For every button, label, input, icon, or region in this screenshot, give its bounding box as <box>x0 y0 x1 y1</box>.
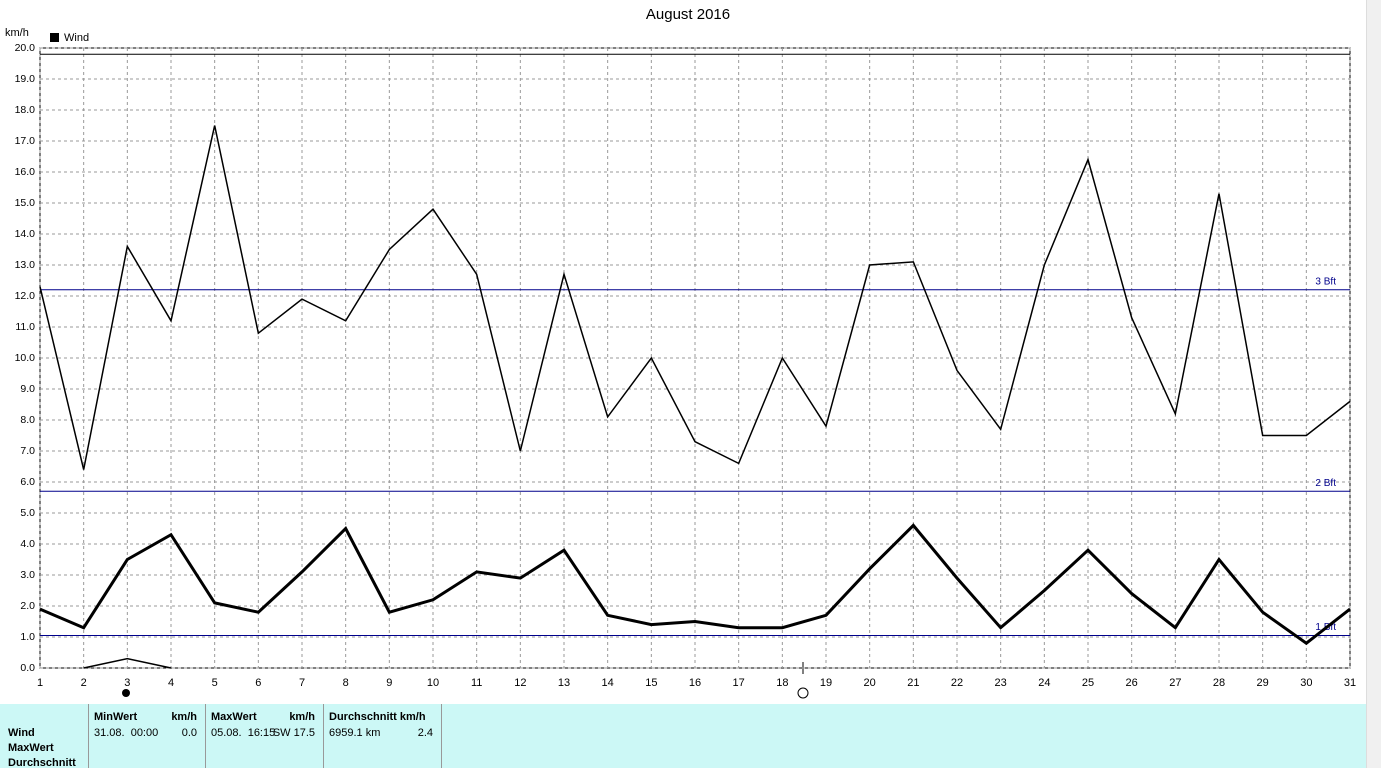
x-tick-label: 24 <box>1038 677 1050 689</box>
reference-label: 2 Bft <box>1315 478 1336 489</box>
x-tick-label: 23 <box>995 677 1007 689</box>
y-tick-label: 15.0 <box>15 197 36 209</box>
x-tick-label: 4 <box>168 677 174 689</box>
y-tick-label: 5.0 <box>20 507 35 519</box>
y-tick-label: 0.0 <box>20 662 35 674</box>
chart: August 2016 km/h Wind 0.0 1.0 2.0 3.0 4.0 5.0… <box>5 6 1356 699</box>
column-unit: km/h <box>171 711 197 723</box>
series-line <box>83 657 172 669</box>
y-tick-label: 3.0 <box>20 569 35 581</box>
column-header: MaxWert <box>211 711 257 723</box>
row-label: Durchschnitt <box>8 757 76 769</box>
row-label: Wind <box>8 727 35 739</box>
series-line <box>39 125 1351 470</box>
x-tick-label: 31 <box>1344 677 1356 689</box>
y-tick-label: 19.0 <box>15 73 36 85</box>
column-divider <box>441 704 442 768</box>
x-tick-label: 17 <box>733 677 745 689</box>
x-tick-label: 29 <box>1257 677 1269 689</box>
y-tick-label: 6.0 <box>20 476 35 488</box>
x-tick-label: 7 <box>299 677 305 689</box>
x-tick-label: 14 <box>602 677 614 689</box>
x-tick-label: 6 <box>255 677 261 689</box>
y-axis-label: km/h <box>5 27 29 39</box>
y-tick-label: 14.0 <box>15 228 36 240</box>
x-tick-label: 16 <box>689 677 701 689</box>
y-tick-label: 9.0 <box>20 383 35 395</box>
x-tick-label: 1 <box>37 677 43 689</box>
cell-value: 0.0 <box>181 727 197 739</box>
cell-date: 6959.1 km <box>329 727 381 739</box>
x-tick-label: 26 <box>1126 677 1138 689</box>
x-tick-label: 3 <box>124 677 130 689</box>
y-tick-label: 7.0 <box>20 445 35 457</box>
stats-table: Wind MaxWert Durchschnitt MinWert km/h 31.08.… <box>0 704 1366 769</box>
column-header: Durchschnitt km/h <box>329 711 426 723</box>
y-tick-label: 8.0 <box>20 414 35 426</box>
x-tick-label: 25 <box>1082 677 1094 689</box>
y-tick-label: 18.0 <box>15 104 36 116</box>
legend-swatch <box>50 33 59 42</box>
cell-date: 31.08. 00:00 <box>94 727 159 739</box>
x-tick-label: 13 <box>558 677 570 689</box>
series-line <box>39 523 1351 646</box>
x-tick-label: 30 <box>1300 677 1312 689</box>
x-tick-label: 18 <box>776 677 788 689</box>
y-tick-label: 12.0 <box>15 290 36 302</box>
y-tick-label: 4.0 <box>20 538 35 550</box>
column-header: MinWert <box>94 711 138 723</box>
y-tick-label: 1.0 <box>20 631 35 643</box>
column-divider <box>88 704 89 768</box>
x-tick-label: 22 <box>951 677 963 689</box>
reference-label: 3 Bft <box>1315 276 1336 287</box>
row-label: MaxWert <box>8 742 54 754</box>
x-tick-label: 15 <box>645 677 657 689</box>
x-tick-label: 2 <box>81 677 87 689</box>
x-tick-label: 11 <box>471 677 482 689</box>
moon-icon <box>122 689 130 697</box>
column-unit: km/h <box>289 711 315 723</box>
scrollbar <box>1366 0 1381 768</box>
x-tick-label: 9 <box>386 677 392 689</box>
x-tick-label: 19 <box>820 677 832 689</box>
x-tick-label: 28 <box>1213 677 1225 689</box>
moon-icon <box>797 687 809 699</box>
x-tick-label: 21 <box>907 677 919 689</box>
y-tick-label: 13.0 <box>15 259 36 271</box>
x-tick-label: 5 <box>212 677 218 689</box>
legend-label: Wind <box>64 32 89 44</box>
x-tick-label: 12 <box>514 677 526 689</box>
cell-value: SW 17.5 <box>272 727 315 739</box>
x-tick-label: 10 <box>427 677 439 689</box>
column-divider <box>205 704 206 768</box>
x-tick-label: 27 <box>1169 677 1181 689</box>
y-tick-label: 17.0 <box>15 135 36 147</box>
x-tick-label: 8 <box>343 677 349 689</box>
y-tick-label: 10.0 <box>15 352 36 364</box>
x-tick-label: 20 <box>864 677 876 689</box>
column-divider <box>323 704 324 768</box>
y-tick-label: 16.0 <box>15 166 36 178</box>
y-tick-label: 2.0 <box>20 600 35 612</box>
y-tick-label: 20.0 <box>15 42 36 54</box>
y-tick-label: 11.0 <box>15 321 35 333</box>
cell-date: 05.08. 16:15 <box>211 727 276 739</box>
cell-value: 2.4 <box>417 727 433 739</box>
chart-title: August 2016 <box>646 6 730 23</box>
